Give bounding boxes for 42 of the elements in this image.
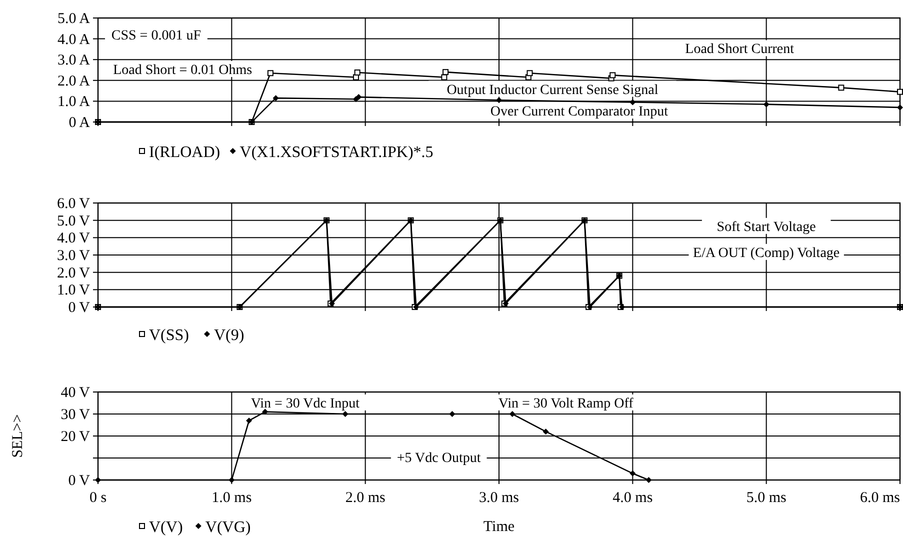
x-tick-label: 6.0 ms [860,490,900,506]
y-tick-label: 0 V [68,473,90,489]
x-tick-label: 2.0 ms [345,490,386,506]
y-tick-label: 3.0 V [56,248,90,264]
legend-label: V(VG) [205,519,251,536]
legend-label: I(RLOAD) [149,144,220,161]
y-tick-label: 1.0 V [56,282,90,299]
legend-label: V(SS) [149,327,190,344]
annotation: Over Current Comparator Input [490,104,668,120]
annotation: CSS = 0.001 uF [111,28,202,44]
x-tick-label: 3.0 ms [478,490,520,506]
legend-label: V(9) [214,327,244,344]
y-tick-label: 2.0 A [57,73,90,90]
y-tick-label: 40 V [60,385,90,401]
annotation: Output Inductor Current Sense Signal [446,82,658,98]
y-tick-label: 0 A [68,115,90,131]
x-tick-label: 0 s [89,490,107,506]
annotation: Soft Start Voltage [716,220,816,235]
y-tick-label: 5.0 A [57,11,90,27]
y-tick-label: 3.0 A [57,52,90,69]
annotation: Load Short Current [685,42,794,58]
y-tick-label: 20 V [60,429,90,445]
annotation: Load Short = 0.01 Ohms [113,63,252,78]
y-tick-label: 1.0 A [57,94,90,110]
annotation: Vin = 30 Volt Ramp Off [498,396,634,412]
legend-label: V(X1.XSOFTSTART.IPK)*.5 [240,144,434,161]
y-tick-label: 4.0 A [57,32,90,48]
y-tick-label: 0 V [68,300,90,316]
annotation: E/A OUT (Comp) Voltage [693,246,840,261]
y-axis-title: SEL>> [10,414,26,458]
y-tick-label: 4.0 V [56,230,90,247]
y-tick-label: 2.0 V [56,265,90,282]
x-tick-label: 5.0 ms [746,490,786,506]
y-tick-label: 30 V [60,407,90,423]
y-tick-label: 6.0 V [56,196,90,212]
annotation: Vin = 30 Vdc Input [250,396,360,412]
x-tick-label: 1.0 ms [212,490,252,506]
x-axis-title: Time [483,519,515,535]
annotation: +5 Vdc Output [396,451,481,466]
x-tick-label: 4.0 ms [612,490,653,506]
legend-label: V(V) [149,519,183,536]
y-tick-label: 5.0 V [56,213,90,230]
